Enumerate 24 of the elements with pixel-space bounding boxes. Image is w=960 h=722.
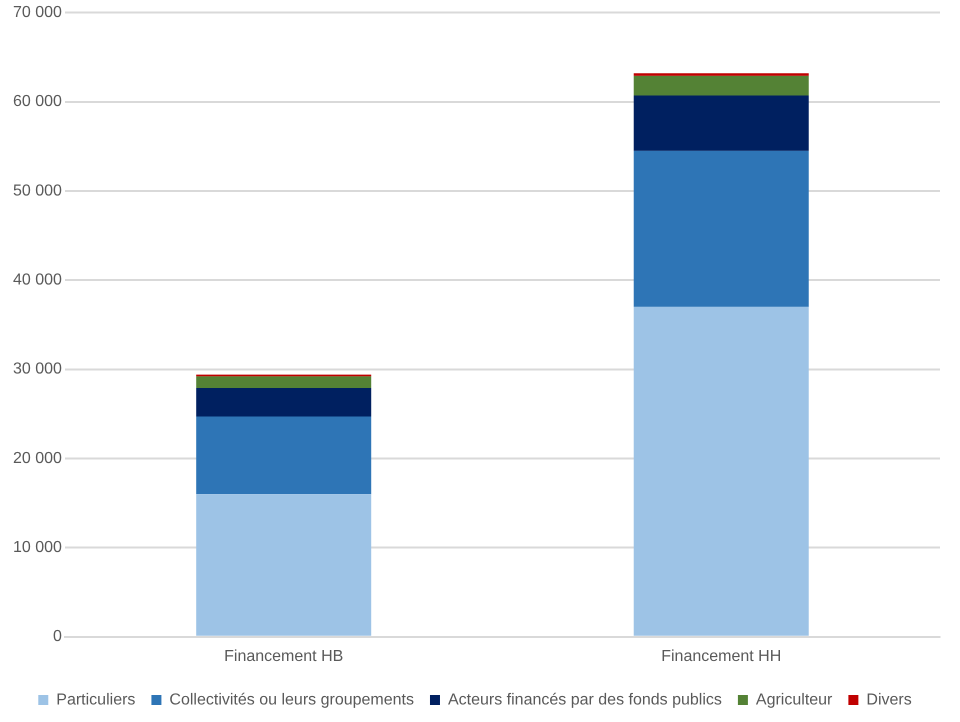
y-tick-label: 40 000	[13, 272, 62, 289]
y-tick-label: 70 000	[13, 4, 62, 22]
bar	[634, 73, 809, 76]
y-tick-label: 30 000	[13, 360, 62, 378]
y-tick-label: 0	[53, 628, 62, 646]
bar	[196, 388, 372, 417]
x-tick-label: Financement HH	[661, 648, 782, 665]
bar	[634, 306, 809, 636]
bar	[196, 376, 372, 388]
y-tick-label: 60 000	[13, 93, 62, 110]
y-tick-label: 50 000	[13, 182, 62, 200]
bar	[196, 416, 372, 494]
x-tick-label: Financement HB	[224, 648, 344, 665]
bar	[196, 494, 372, 636]
legend-label: Acteurs financés par des fonds publics	[448, 691, 722, 708]
bar	[634, 76, 809, 96]
y-tick-label: 20 000	[13, 450, 62, 467]
legend-label: Particuliers	[56, 691, 136, 708]
y-tick-label: 10 000	[13, 539, 62, 556]
legend-label: Collectivités ou leurs groupements	[169, 691, 414, 708]
bar	[634, 96, 809, 151]
bar	[634, 150, 809, 307]
legend-label: Agriculteur	[756, 691, 834, 708]
legend-label: Divers	[866, 691, 912, 708]
